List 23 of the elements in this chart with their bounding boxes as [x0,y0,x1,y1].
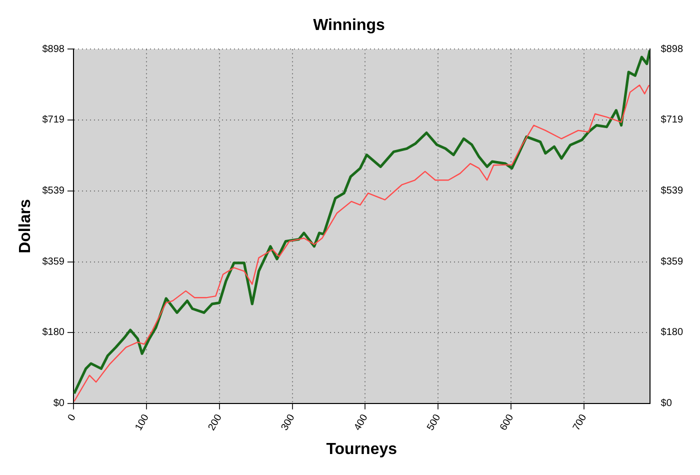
y-axis-title: Dollars [17,199,34,254]
y-tick-label: $898 [42,44,65,55]
y2-tick-label: $359 [660,256,684,268]
y-tick-label: $180 [42,327,65,338]
y-tick-label: $539 [42,186,65,197]
chart-title: Winnings [313,17,386,34]
x-tick-label: 600 [498,412,516,433]
y2-tick-label: $898 [660,44,684,55]
x-tick-label: 400 [352,412,370,433]
y2-tick-label: $719 [660,114,684,126]
y-tick-label: $359 [42,256,65,268]
x-tick-label: 100 [134,412,152,433]
x-tick-label: 200 [206,412,225,433]
y2-tick-label: $180 [660,327,684,338]
x-axis-title: Tourneys [326,440,398,458]
x-tick-label: 700 [571,412,590,433]
y2-tick-label: $539 [660,186,684,197]
y-tick-label: $0 [53,398,65,410]
x-tick-label: 0 [66,412,79,424]
y2-tick-label: $0 [660,398,672,410]
x-tick-label: 300 [279,412,298,433]
y-tick-label: $719 [42,114,65,126]
x-tick-label: 500 [425,412,444,433]
